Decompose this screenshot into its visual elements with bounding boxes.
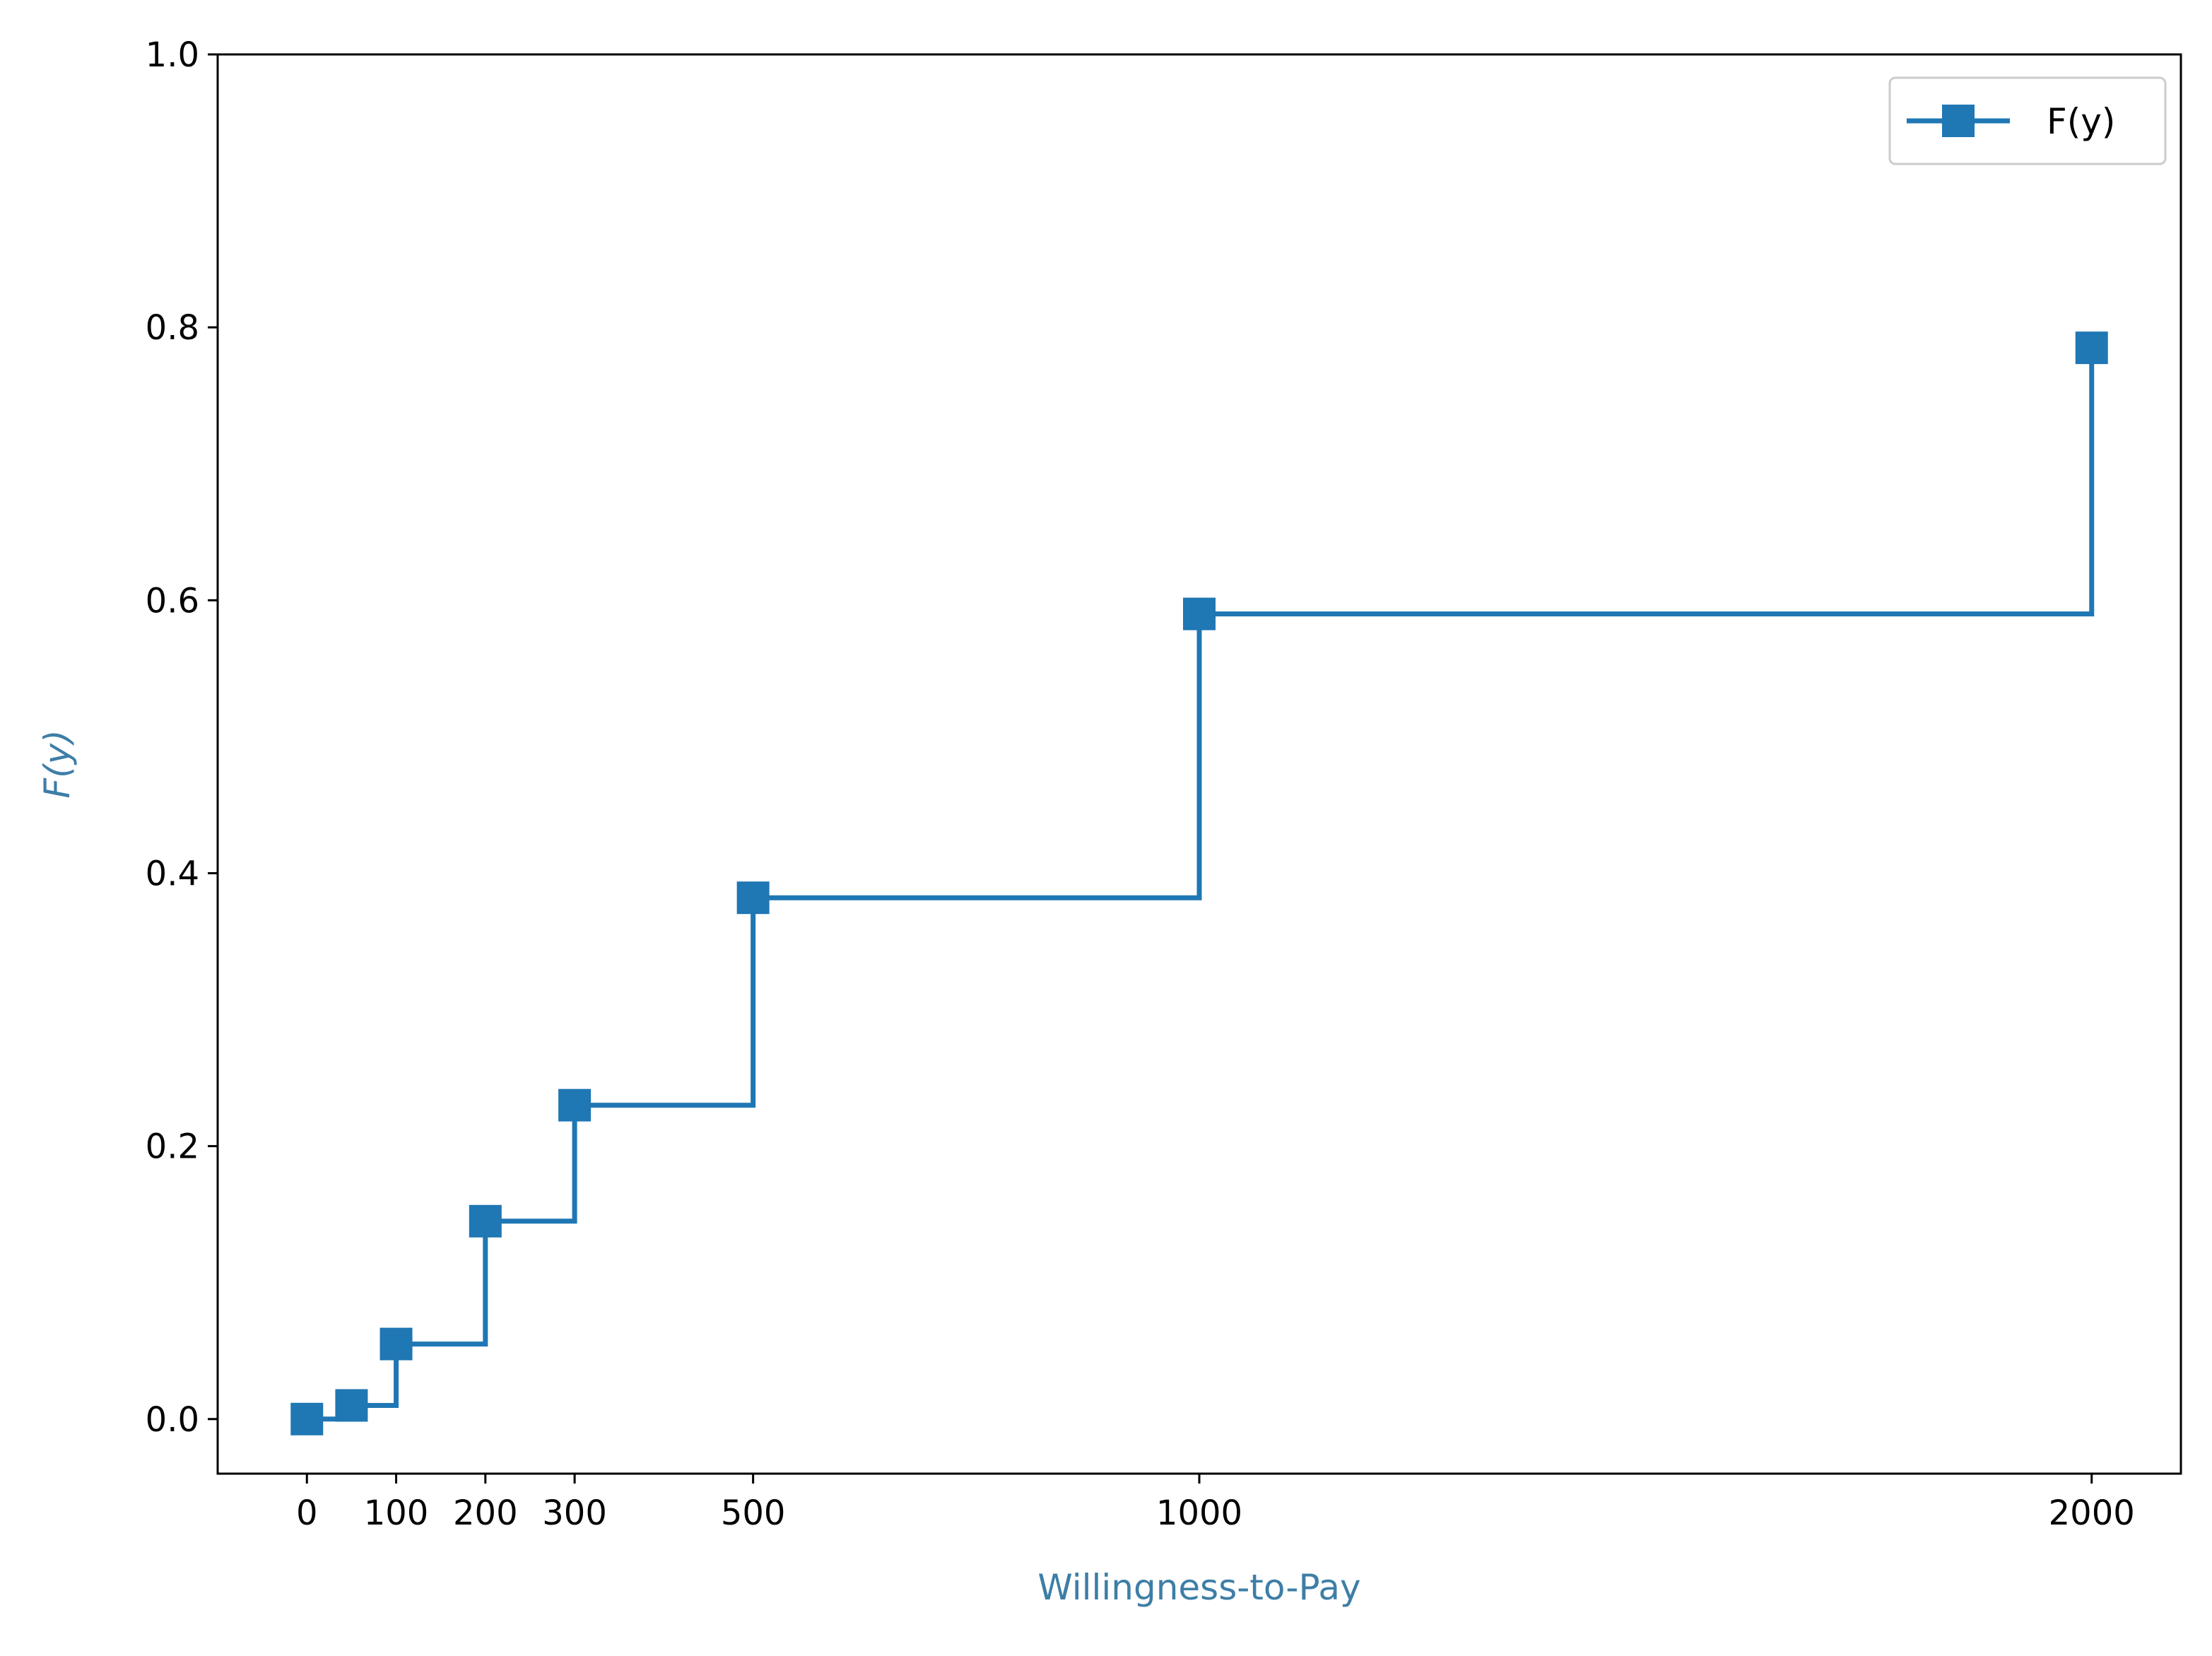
data-point-marker [736,881,770,915]
y-tick-label: 0.2 [146,1127,199,1167]
legend-marker-swatch [1942,105,1975,137]
y-tick-label: 0.4 [146,854,199,893]
x-tick-label: 0 [296,1493,318,1533]
data-point-marker [2075,331,2108,365]
data-point-marker [1183,597,1216,630]
data-point-marker [290,1402,324,1435]
x-axis-ticks: 0 100 200 300 500 1000 2000 [296,1474,2135,1533]
x-tick-label: 1000 [1156,1493,1242,1533]
data-point-marker [469,1204,502,1238]
x-tick-label: 500 [721,1493,786,1533]
legend-label: F(y) [2047,101,2115,142]
data-point-marker [558,1088,592,1122]
data-point-marker [335,1389,368,1422]
data-point-marker [380,1327,413,1361]
x-tick-label: 100 [364,1493,429,1533]
y-tick-label: 1.0 [146,35,199,75]
legend-box [1888,76,2167,165]
series-layer [290,331,2108,1435]
y-axis-ticks: 0.0 0.2 0.4 0.6 0.8 1.0 [146,35,218,1440]
legend: F(y) [1888,76,2167,165]
x-tick-label: 200 [453,1493,518,1533]
y-tick-label: 0.8 [146,308,199,348]
y-axis-label: F(y) [37,729,78,798]
y-tick-label: 0.0 [146,1400,199,1440]
x-tick-label: 300 [542,1493,607,1533]
x-tick-label: 2000 [2049,1493,2135,1533]
x-axis-label: Willingness-to-Pay [1037,1567,1360,1608]
y-tick-label: 0.6 [146,581,199,621]
